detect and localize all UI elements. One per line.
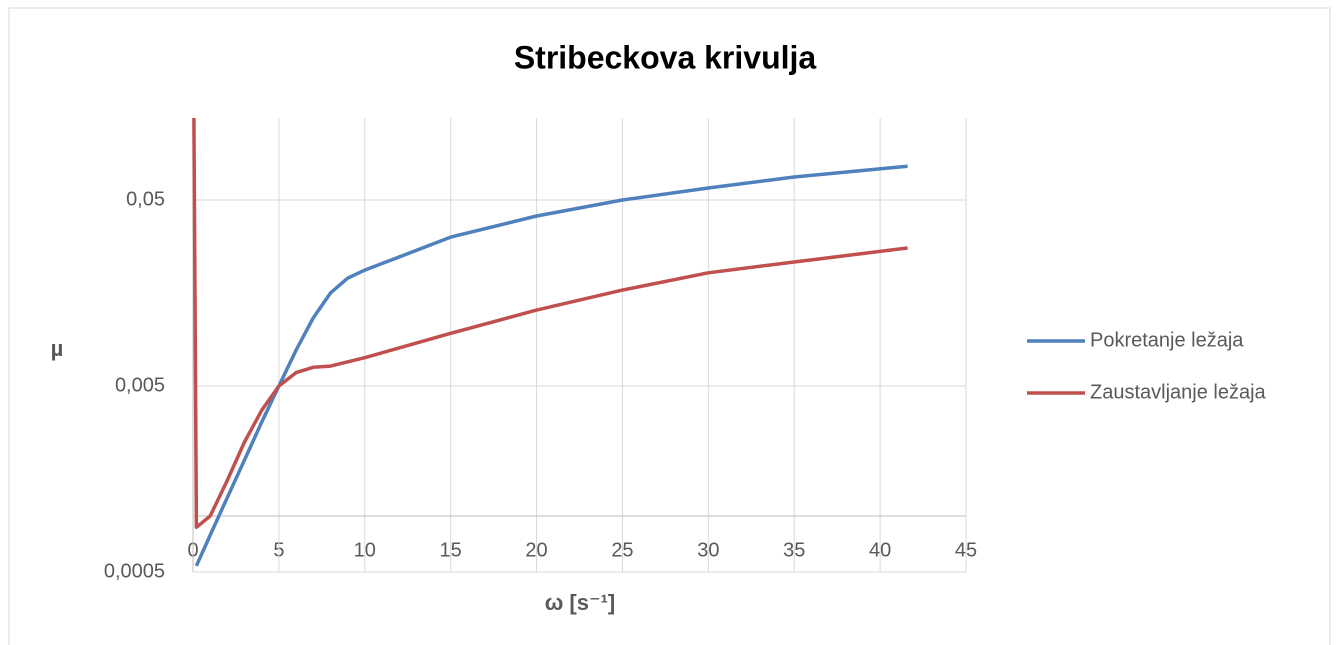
y-tick-label: 0,005 [115,374,165,396]
chart-title: Stribeckova krivulja [514,39,817,75]
y-axis-title: µ [51,336,64,361]
x-axis-title: ω [s⁻¹] [545,590,616,615]
line [194,164,908,567]
y-tick-label: 0,05 [126,188,165,210]
legend-label: Pokretanje ležaja [1090,329,1244,351]
chart-frame [8,7,1331,645]
line [192,117,908,530]
legend-label: Zaustavljanje ležaja [1090,381,1267,403]
y-tick-label: 0,0005 [104,560,165,582]
